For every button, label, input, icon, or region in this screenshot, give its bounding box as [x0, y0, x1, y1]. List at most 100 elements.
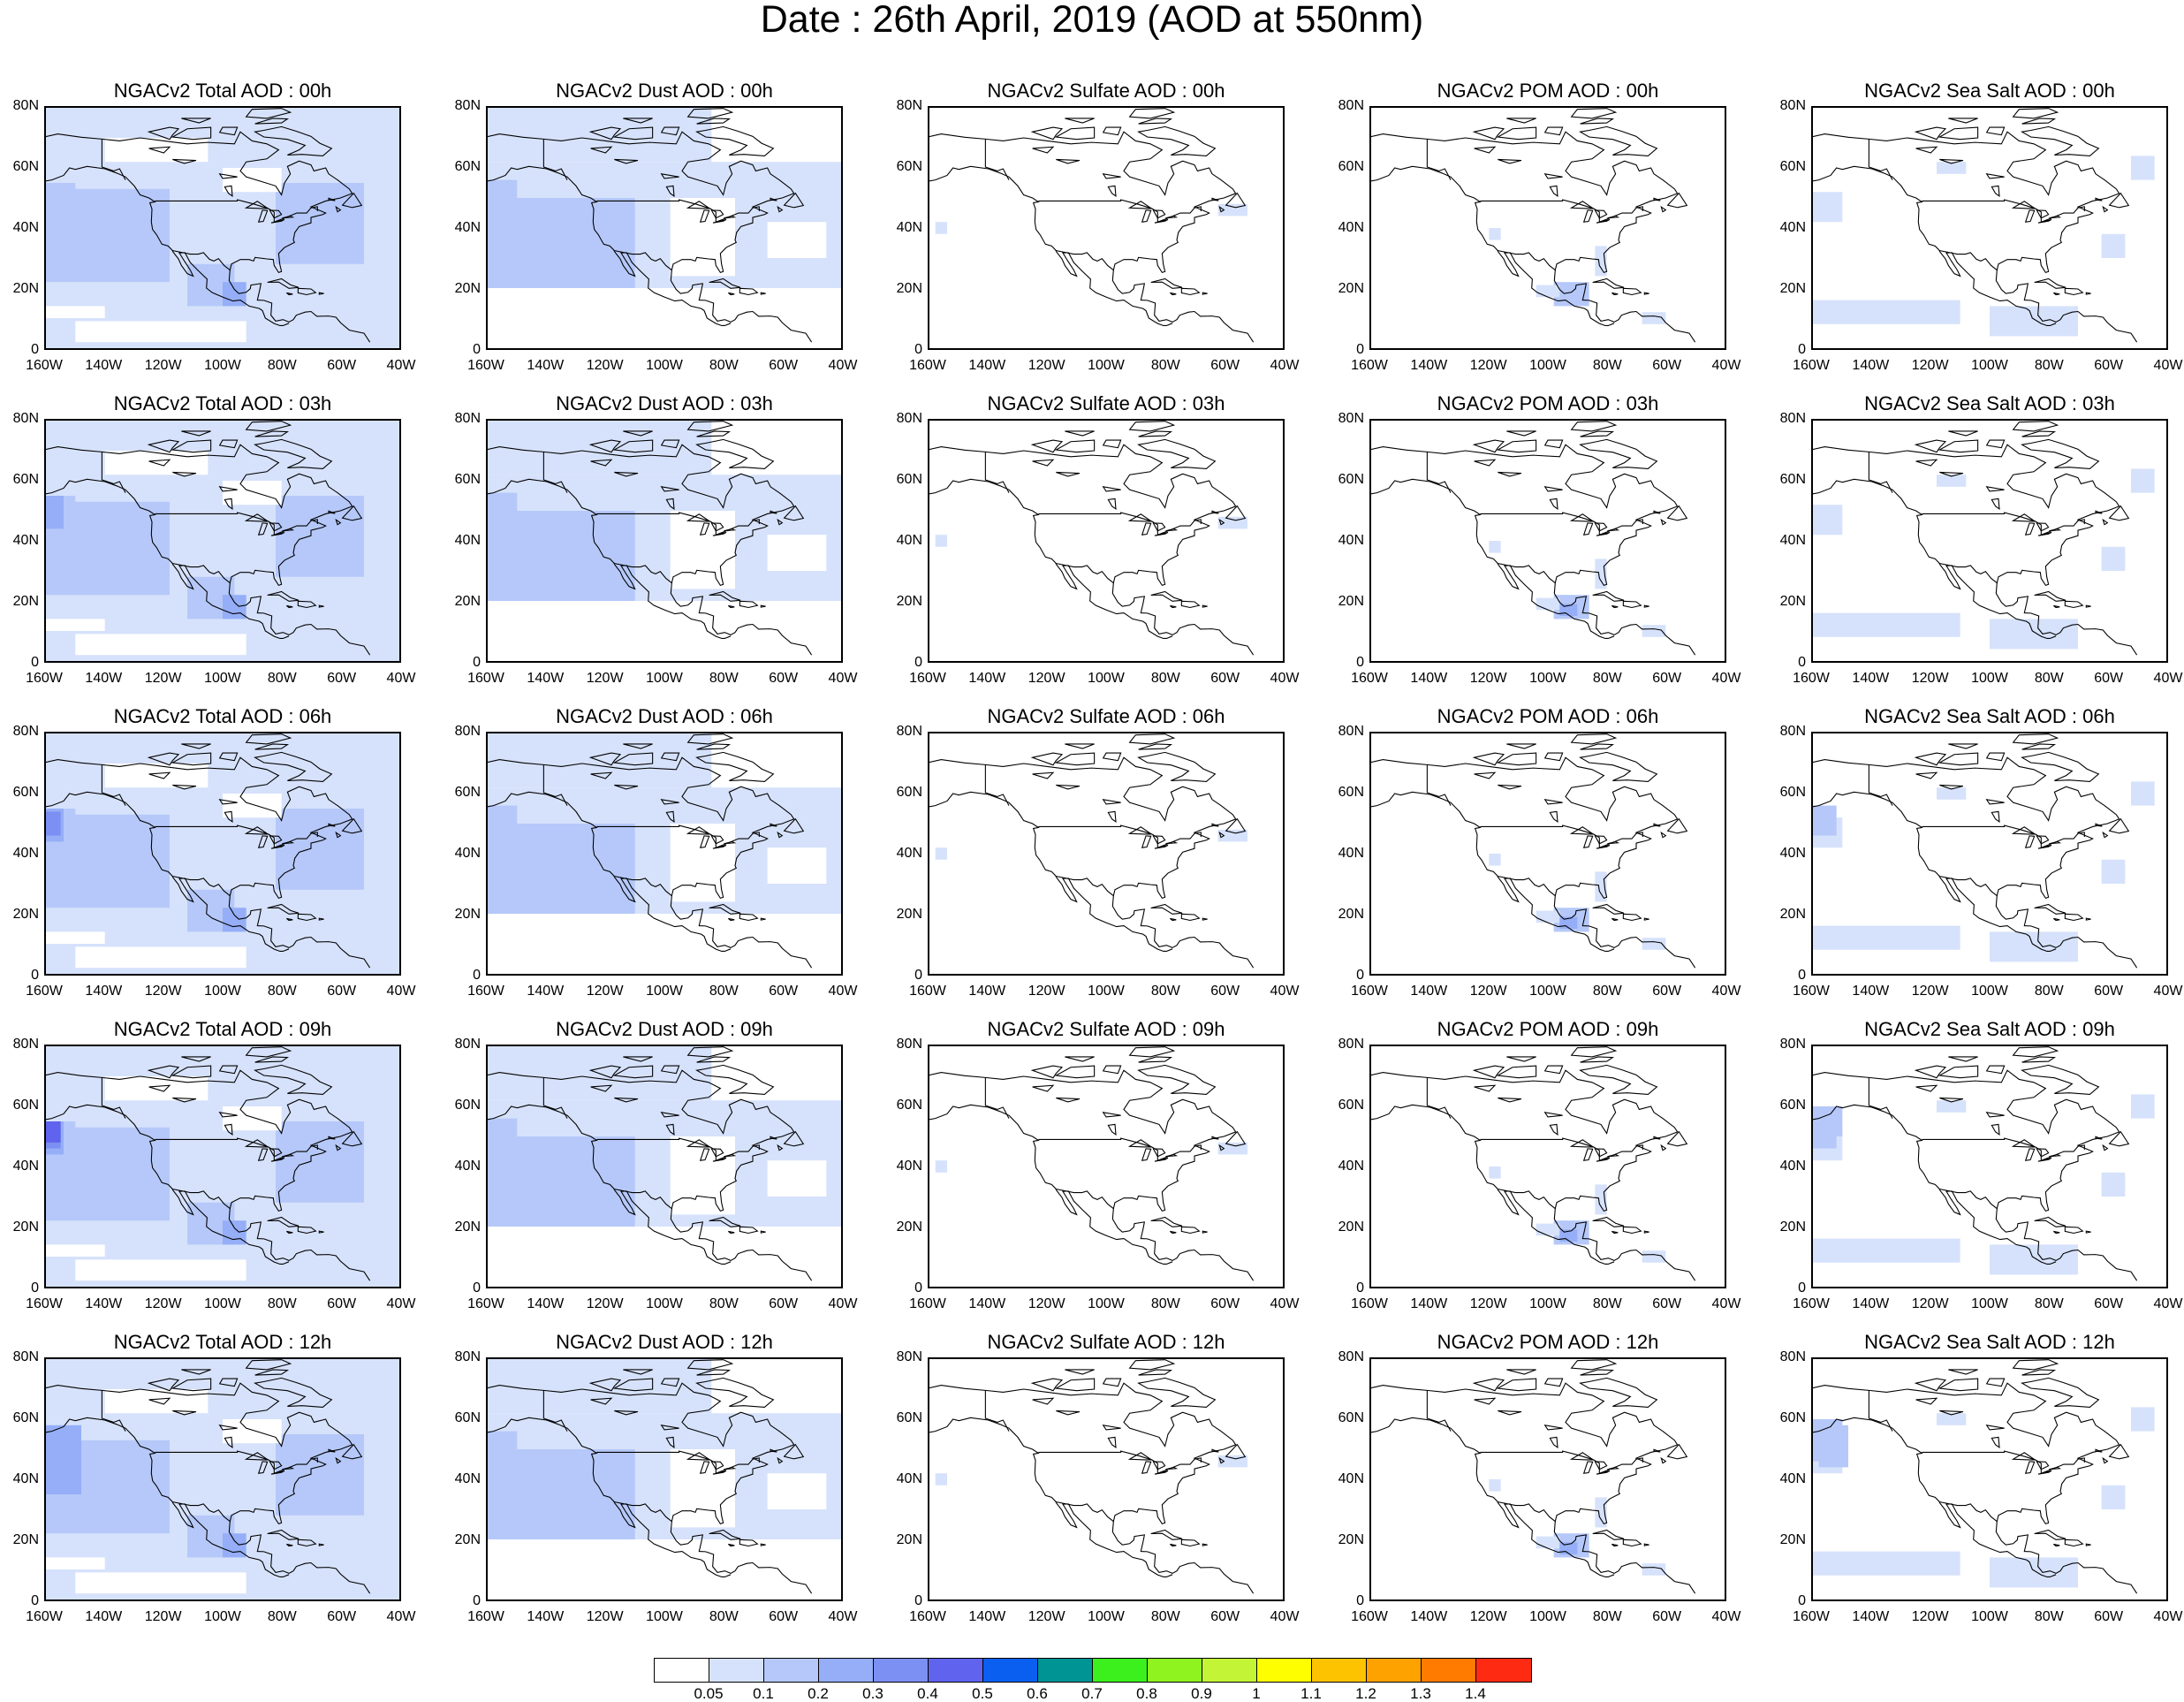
- x-tick-label: 40W: [386, 358, 416, 373]
- pacific-coastline: [1813, 1104, 2057, 1265]
- island-outline: [2034, 903, 2066, 915]
- x-tick-label: 120W: [144, 671, 182, 686]
- lake-outline: [1127, 1139, 1154, 1148]
- island-outline: [728, 604, 735, 609]
- pacific-coastline: [488, 1417, 732, 1578]
- y-tick-label: 0: [473, 655, 481, 670]
- us-mexico-border: [1497, 249, 1557, 271]
- x-tick-label: 120W: [1911, 984, 1949, 999]
- lake-outline: [1498, 1409, 1522, 1416]
- x-tick-label: 140W: [1852, 984, 1890, 999]
- y-tick-label: 60N: [454, 159, 481, 174]
- aod-field-cell: [1813, 925, 1960, 950]
- island-outline: [1137, 438, 1217, 469]
- us-mexico-border: [171, 1188, 231, 1210]
- colorbar-label: 0.6: [1027, 1685, 1048, 1702]
- lake-outline: [686, 201, 712, 209]
- island-outline: [1948, 743, 1978, 749]
- coastline: [1813, 1382, 2138, 1594]
- x-tick-label: 140W: [527, 671, 565, 686]
- panel-title: NGACv2 Dust AOD : 06h: [556, 705, 773, 727]
- x-tick-label: 120W: [1911, 1609, 1949, 1624]
- lake-outline: [1549, 810, 1558, 824]
- lake-outline: [1165, 1153, 1179, 1158]
- x-tick-label: 80W: [2034, 1609, 2064, 1624]
- y-tick-label: 80N: [896, 1349, 922, 1364]
- lake-outline: [1152, 835, 1166, 845]
- y-tick-label: 80N: [454, 411, 481, 426]
- pacific-coastline: [46, 791, 290, 953]
- island-outline: [1180, 600, 1201, 609]
- us-canada-border: [155, 199, 318, 223]
- y-tick-label: 0: [914, 968, 922, 983]
- island-outline: [686, 733, 734, 745]
- y-tick-label: 40N: [896, 220, 922, 235]
- island-outline: [2095, 510, 2103, 514]
- island-outline: [739, 913, 759, 922]
- aod-field-cell: [488, 1227, 700, 1287]
- lake-outline: [2024, 1461, 2036, 1474]
- alaska-border: [1868, 764, 1893, 806]
- island-outline: [1653, 510, 1661, 514]
- aod-field-cell: [767, 847, 827, 884]
- aod-field-cell: [75, 1572, 246, 1594]
- lake-outline: [724, 840, 737, 845]
- colorbar-swatch: [1422, 1659, 1476, 1682]
- island-outline: [286, 1543, 293, 1547]
- island-outline: [1570, 733, 1618, 745]
- island-outline: [739, 1539, 759, 1547]
- lake-outline: [1939, 784, 1964, 790]
- lake-outline: [1991, 810, 2000, 824]
- island-outline: [1202, 604, 1208, 608]
- x-tick-label: 100W: [204, 984, 241, 999]
- pacific-coastline: [46, 1104, 290, 1265]
- alaska-border: [1426, 1077, 1452, 1119]
- lake-outline: [2036, 522, 2050, 532]
- island-outline: [1579, 1377, 1658, 1408]
- island-outline: [2021, 743, 2057, 750]
- island-outline: [777, 1144, 784, 1151]
- y-tick-label: 0: [473, 342, 481, 357]
- island-outline: [1496, 126, 1537, 141]
- lake-outline: [1594, 1148, 1608, 1158]
- x-tick-label: 40W: [1270, 671, 1300, 686]
- alaska-border: [542, 452, 568, 493]
- map-plot-area: [928, 1045, 1285, 1288]
- x-tick-label: 100W: [1971, 1296, 2008, 1311]
- map-plot-area: [1369, 419, 1726, 663]
- island-outline: [1202, 917, 1208, 921]
- lake-outline: [1985, 1112, 2005, 1118]
- island-outline: [1138, 743, 1173, 750]
- lake-outline: [244, 826, 270, 835]
- x-tick-label: 80W: [267, 358, 297, 373]
- x-tick-label: 100W: [204, 671, 241, 686]
- x-tick-label: 100W: [646, 671, 683, 686]
- island-outline: [1579, 751, 1658, 782]
- us-mexico-border: [1497, 1188, 1557, 1210]
- aod-field-cell: [46, 1425, 81, 1494]
- island-outline: [2085, 1543, 2091, 1546]
- aod-field-cell: [104, 1389, 209, 1414]
- map-svg: [929, 733, 1255, 969]
- map-plot-area: [1369, 732, 1726, 976]
- x-tick-label: 60W: [327, 1609, 357, 1624]
- island-outline: [1218, 1144, 1225, 1151]
- lake-outline: [1991, 1123, 2000, 1136]
- island-outline: [1150, 1529, 1183, 1540]
- lake-outline: [1102, 1425, 1121, 1431]
- island-outline: [1150, 277, 1183, 289]
- y-tick-label: 80N: [1338, 411, 1364, 426]
- x-tick-label: 100W: [1088, 358, 1125, 373]
- aod-field-cell: [46, 619, 105, 631]
- x-tick-label: 60W: [769, 1296, 799, 1311]
- lake-outline: [2011, 201, 2037, 209]
- island-outline: [728, 1543, 735, 1547]
- lake-outline: [1165, 840, 1179, 845]
- panel-title: NGACv2 Dust AOD : 12h: [556, 1331, 773, 1353]
- us-canada-border: [596, 199, 760, 223]
- island-outline: [2053, 917, 2060, 922]
- aod-field-cell: [1489, 541, 1501, 553]
- island-outline: [2053, 604, 2060, 609]
- y-tick-label: 20N: [454, 594, 481, 609]
- panel-title: NGACv2 Sea Salt AOD : 00h: [1864, 80, 2115, 102]
